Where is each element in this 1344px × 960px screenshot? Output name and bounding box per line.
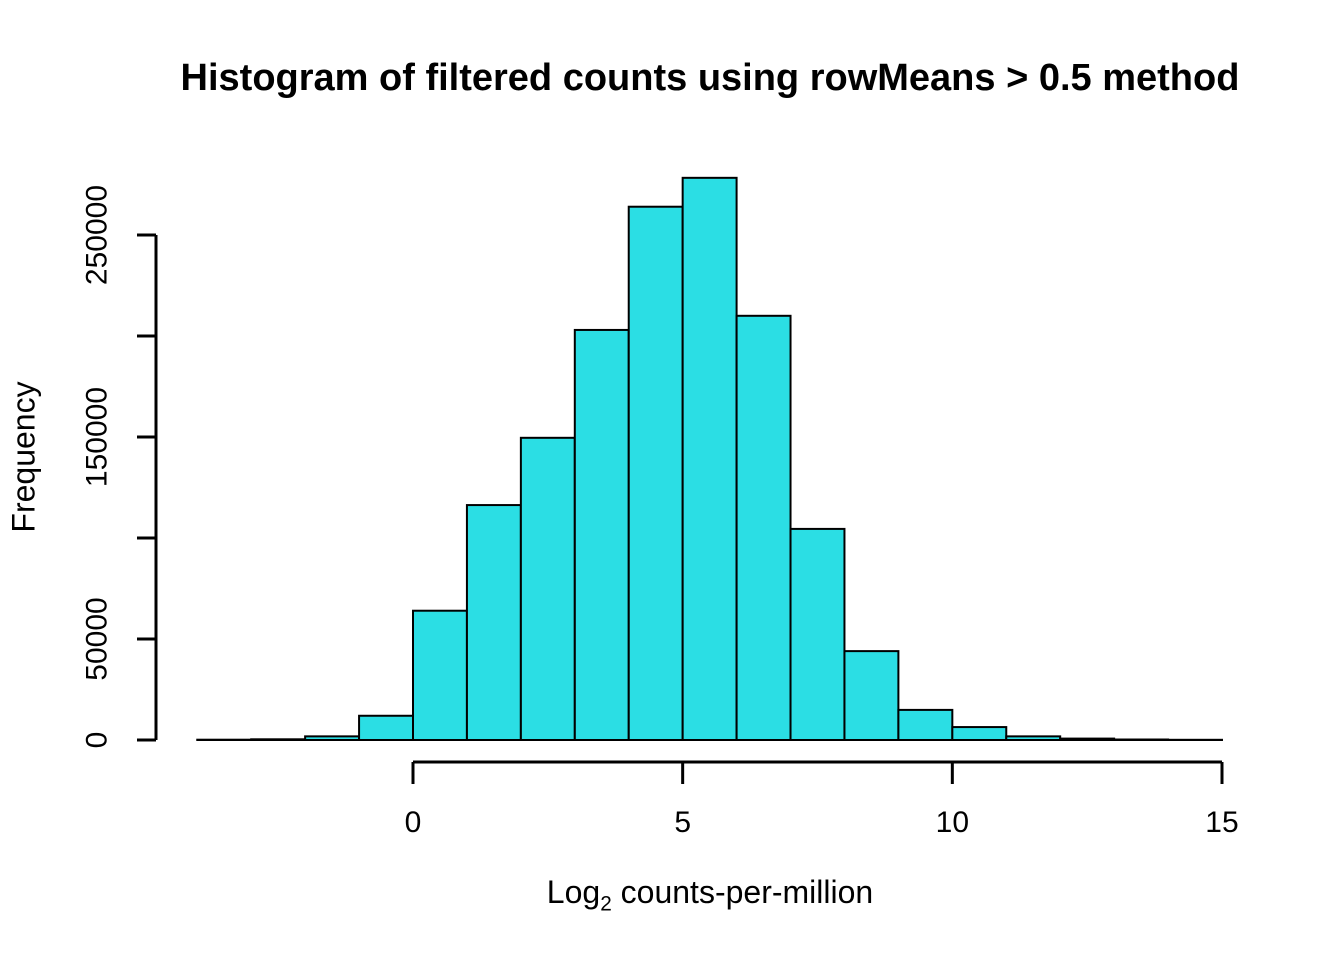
histogram-bar [358,714,415,742]
histogram-bar [843,650,900,741]
chart-title: Histogram of filtered counts using rowMe… [180,57,1240,99]
histogram-bar [1113,738,1170,741]
histogram-bar [304,735,361,741]
y-tick-label: 50000 [81,597,114,680]
histogram-bar [412,609,468,741]
histogram-bar [573,328,630,741]
histogram-bar [519,436,576,741]
histogram-bar [1059,737,1116,742]
y-tick-label: 0 [81,732,114,749]
histogram-bar [465,504,522,741]
x-tick-label: 5 [674,806,691,839]
histogram-bar [951,726,1008,742]
x-tick-label: 15 [1205,806,1238,839]
histogram-bar [681,176,738,741]
histogram-bar [735,314,792,741]
x-tick-label: 10 [936,806,969,839]
x-tick-label: 0 [405,806,422,839]
x-axis-label-base: Log [546,874,601,910]
histogram-bar [627,205,684,742]
x-axis-label: Log2 counts-per-million [156,874,1264,914]
x-axis-label-rest: counts-per-million [611,874,874,910]
x-axis-label-subscript: 2 [600,892,612,916]
y-tick-label: 250000 [81,185,114,285]
histogram-bar [250,738,307,741]
histogram-bar [789,527,846,741]
y-tick-label: 150000 [81,387,114,487]
histogram-bar [1005,735,1062,741]
histogram-bar [897,708,954,742]
